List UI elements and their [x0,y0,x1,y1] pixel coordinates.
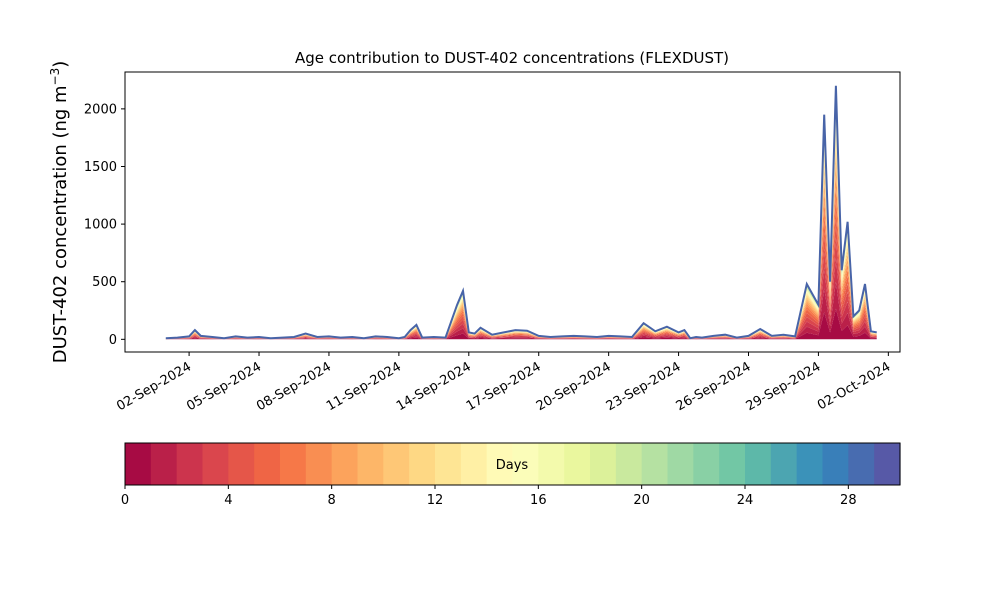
colorbar-band [460,443,488,485]
age-band-2 [165,258,877,340]
colorbar-tick-label: 16 [530,493,547,508]
age-band-21 [165,96,877,339]
age-band-5 [165,202,877,339]
colorbar-band [176,443,204,485]
y-axis-label-tail: ) [50,61,71,68]
y-tick-label: 1500 [84,160,117,175]
age-band-13 [165,124,877,339]
age-band-11 [165,137,877,339]
colorbar-band [125,443,152,485]
age-band-18 [165,103,877,339]
age-band-29 [165,85,877,339]
colorbar-band [150,443,178,485]
colorbar-tick-label: 8 [328,493,336,508]
age-band-19 [165,101,877,339]
colorbar-band [590,443,617,485]
age-band-17 [165,107,877,339]
age-band-7 [165,175,877,339]
x-tick-label: 14-Sep-2024 [394,359,474,414]
x-tick-label: 20-Sep-2024 [534,359,614,414]
colorbar-band [357,443,384,485]
colorbar-frame [124,442,901,486]
colorbar-tick-label: 28 [840,493,857,508]
colorbar-band [202,443,229,485]
colorbar-band [770,443,798,485]
colorbar-band [719,443,746,485]
y-axis: 0 500 1000 1500 2000 [84,102,125,348]
x-tick-label: 29-Sep-2024 [744,359,824,414]
x-tick-label: 23-Sep-2024 [604,359,684,414]
colorbar-band [667,443,694,485]
age-band-8 [165,164,877,339]
age-band-23 [165,92,877,339]
age-band-26 [165,88,877,339]
colorbar: 0 4 8 12 16 20 24 28 [121,442,901,508]
age-band-25 [165,89,877,339]
x-tick-label: 11-Sep-2024 [324,359,404,414]
colorbar-band [564,443,591,485]
chart-title: Age contribution to DUST-402 concentrati… [295,49,729,67]
colorbar-tick-label: 24 [737,493,754,508]
age-band-27 [165,87,877,339]
age-band-4 [165,218,877,339]
colorbar-band [693,443,720,485]
colorbar-band [228,443,255,485]
age-band-24 [165,91,877,339]
colorbar-band [641,443,669,485]
x-tick-label: 02-Sep-2024 [114,359,194,414]
y-axis-label: DUST-402 concentration (ng m−3) [48,61,71,364]
age-band-22 [165,94,877,339]
colorbar-band [848,443,875,485]
colorbar-band [822,443,849,485]
x-tick-label: 08-Sep-2024 [254,359,334,414]
age-band-28 [165,86,877,339]
colorbar-band [796,443,824,485]
colorbar-tick-label: 20 [633,493,650,508]
colorbar-band [538,443,565,485]
x-tick-label: 26-Sep-2024 [674,359,754,414]
colorbar-band [486,443,514,485]
colorbar-band [280,443,307,485]
colorbar-band [435,443,462,485]
colorbar-label: Days [496,458,529,473]
y-tick-label: 1000 [84,218,117,233]
colorbar-band [874,443,901,485]
colorbar-band [409,443,436,485]
colorbar-band [331,443,359,485]
age-band-15 [165,114,877,339]
y-axis-label-sup: −3 [48,68,62,86]
age-band-0 [165,308,877,340]
age-band-16 [165,110,877,339]
colorbar-band [383,443,410,485]
x-tick-label: 02-Oct-2024 [815,359,893,413]
plot-area [165,85,877,340]
age-band-14 [165,119,877,339]
colorbar-tick-label: 4 [224,493,232,508]
colorbar-band [615,443,643,485]
age-band-12 [165,130,877,339]
plot-frame [124,71,901,353]
age-band-6 [165,187,877,339]
colorbar-band [512,443,539,485]
x-tick-label: 05-Sep-2024 [184,359,264,414]
x-axis: 02-Sep-202405-Sep-202408-Sep-202411-Sep-… [114,352,893,414]
y-tick-label: 500 [92,275,117,290]
age-band-20 [165,98,877,339]
y-tick-label: 0 [109,333,117,348]
total-concentration-line [165,85,877,340]
age-band-3 [165,237,877,339]
age-band-9 [165,154,877,339]
colorbar-tick-label: 12 [427,493,444,508]
x-tick-label: 17-Sep-2024 [464,359,544,414]
colorbar-band [745,443,772,485]
y-axis-label-main: DUST-402 concentration (ng m [50,85,71,363]
colorbar-band [305,443,333,485]
age-band-10 [165,145,877,339]
colorbar-band [254,443,281,485]
colorbar-tick-label: 0 [121,493,129,508]
y-tick-label: 2000 [84,102,117,117]
